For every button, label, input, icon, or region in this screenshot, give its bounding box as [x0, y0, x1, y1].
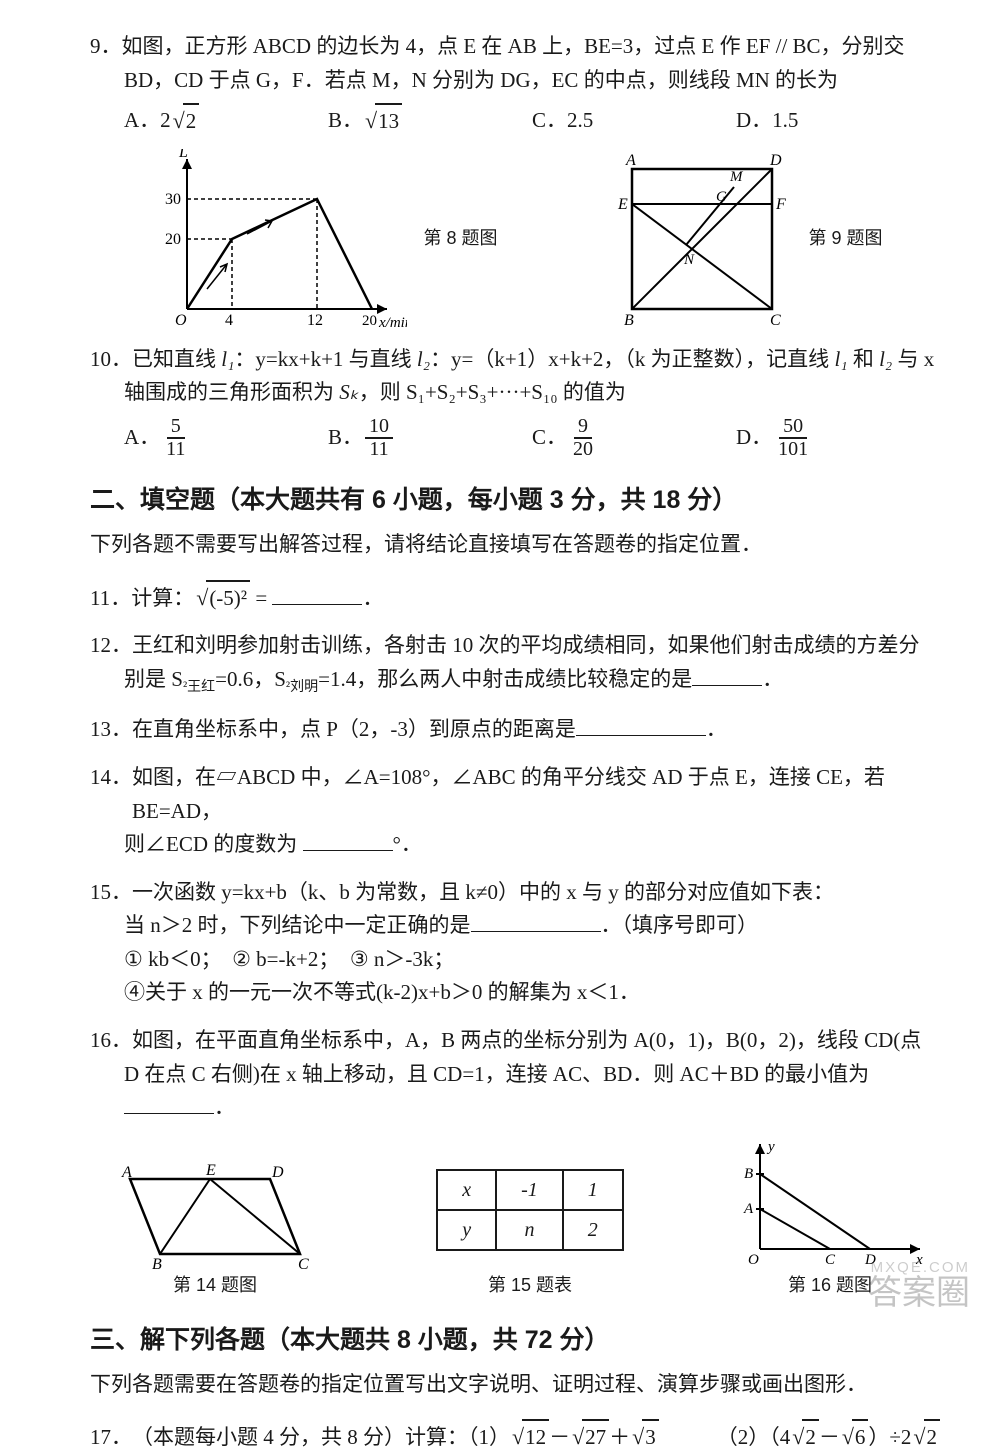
svg-text:E: E	[205, 1162, 216, 1179]
fig14: A E D B C 第 14 题图	[100, 1159, 330, 1300]
table-15: x-11 yn2	[436, 1169, 624, 1251]
blank-12[interactable]	[692, 665, 762, 686]
svg-text:A: A	[121, 1164, 132, 1181]
blank-13[interactable]	[576, 715, 706, 736]
q10-options: A．511 B．1011 C．920 D．50101	[90, 416, 940, 460]
fig9-svg: A D B C E F G M N	[612, 149, 792, 329]
q10-text1: 已知直线 l₁：y=kx+k+1 与直线 l₂：y=（k+1）x+k+2，（k …	[132, 343, 940, 377]
blank-14[interactable]	[303, 830, 393, 851]
svg-text:x/min: x/min	[378, 315, 407, 329]
q9-text1: 如图，正方形 ABCD 的边长为 4，点 E 在 AB 上，BE=3，过点 E …	[122, 30, 941, 64]
q10-num: 10．	[90, 343, 132, 377]
svg-text:E: E	[617, 196, 628, 213]
fig9-label: 第 9 题图	[808, 224, 882, 253]
q9-opt-b: B．13	[328, 103, 532, 139]
q9-opt-d: D．1.5	[736, 104, 940, 138]
q9-options: A．22 B．13 C．2.5 D．1.5	[90, 103, 940, 139]
svg-text:B: B	[624, 312, 634, 329]
blank-11[interactable]	[272, 584, 362, 605]
svg-text:4: 4	[225, 312, 233, 329]
q9-figures: L 30 20 O 4 12 20 x/min 第 8 题图	[90, 149, 940, 329]
fig8: L 30 20 O 4 12 20 x/min	[147, 149, 407, 329]
svg-text:G: G	[716, 189, 727, 205]
figure-row-2: A E D B C 第 14 题图 x-11 yn2 第 15 题表 A B O…	[90, 1139, 940, 1300]
svg-text:C: C	[770, 312, 781, 329]
q10-opt-a: A．511	[124, 416, 328, 460]
svg-text:D: D	[864, 1252, 876, 1268]
q10-opt-d: D．50101	[736, 416, 940, 460]
section-2-note: 下列各题不需要写出解答过程，请将结论直接填写在答题卷的指定位置．	[90, 528, 940, 562]
q10-opt-b: B．1011	[328, 416, 532, 460]
svg-text:D: D	[769, 152, 782, 169]
fig15-table: x-11 yn2 第 15 题表	[436, 1169, 624, 1300]
section-3-note: 下列各题需要在答题卷的指定位置写出文字说明、证明过程、演算步骤或画出图形．	[90, 1368, 940, 1402]
question-15: 15． 一次函数 y=kx+b（k、b 为常数，且 k≠0）中的 x 与 y 的…	[90, 876, 940, 1010]
svg-text:20: 20	[362, 313, 377, 329]
blank-15[interactable]	[471, 911, 601, 932]
question-12: 12． 王红和刘明参加射击训练，各射击 10 次的平均成绩相同，如果他们射击成绩…	[90, 629, 940, 699]
question-13: 13． 在直角坐标系中，点 P（2，-3）到原点的距离是．	[90, 713, 940, 747]
q9-opt-a: A．22	[124, 103, 328, 139]
blank-16[interactable]	[124, 1093, 214, 1114]
section-2-title: 二、填空题（本大题共有 6 小题，每小题 3 分，共 18 分）	[90, 480, 940, 520]
svg-text:D: D	[271, 1164, 284, 1181]
svg-text:20: 20	[165, 231, 181, 248]
svg-text:O: O	[748, 1252, 759, 1268]
svg-text:O: O	[175, 312, 187, 329]
svg-text:N: N	[683, 252, 695, 268]
fig8-svg: L 30 20 O 4 12 20 x/min	[147, 149, 407, 329]
question-17: 17． （本题每小题 4 分，共 8 分）计算：（1） 12 － 27 ＋ 3 …	[90, 1419, 940, 1455]
fig16: A B O C D x y 第 16 题图	[730, 1139, 930, 1300]
svg-text:M: M	[729, 169, 744, 185]
svg-text:12: 12	[307, 312, 323, 329]
fig9: A D B C E F G M N	[612, 149, 792, 329]
svg-text:C: C	[298, 1256, 309, 1269]
question-9: 9． 如图，正方形 ABCD 的边长为 4，点 E 在 AB 上，BE=3，过点…	[90, 30, 940, 329]
svg-text:x: x	[915, 1252, 923, 1268]
question-14: 14． 如图，在▱ABCD 中，∠A=108°，∠ABC 的角平分线交 AD 于…	[90, 761, 940, 862]
svg-text:C: C	[825, 1252, 836, 1268]
q9-opt-c: C．2.5	[532, 104, 736, 138]
q9-text2: BD，CD 于点 G，F．若点 M，N 分别为 DG，EC 的中点，则线段 MN…	[90, 64, 940, 98]
svg-text:30: 30	[165, 191, 181, 208]
question-10: 10． 已知直线 l₁：y=kx+k+1 与直线 l₂：y=（k+1）x+k+2…	[90, 343, 940, 460]
svg-text:F: F	[775, 196, 786, 213]
svg-text:A: A	[625, 152, 636, 169]
question-16: 16． 如图，在平面直角坐标系中，A，B 两点的坐标分别为 A(0，1)，B(0…	[90, 1024, 940, 1125]
section-3-title: 三、解下列各题（本大题共 8 小题，共 72 分）	[90, 1320, 940, 1360]
q10-opt-c: C．920	[532, 416, 736, 460]
question-11: 11． 计算：(-5)² = ．	[90, 580, 940, 616]
svg-text:y: y	[766, 1139, 775, 1155]
svg-text:L: L	[178, 149, 188, 161]
q9-num: 9．	[90, 30, 122, 64]
svg-text:A: A	[743, 1201, 754, 1217]
svg-text:B: B	[152, 1256, 162, 1269]
fig8-label: 第 8 题图	[423, 224, 497, 253]
q10-text2: 轴围成的三角形面积为 Sₖ，则 S₁+S₂+S₃+···+S₁₀ 的值为	[90, 376, 940, 410]
svg-text:B: B	[744, 1166, 753, 1182]
